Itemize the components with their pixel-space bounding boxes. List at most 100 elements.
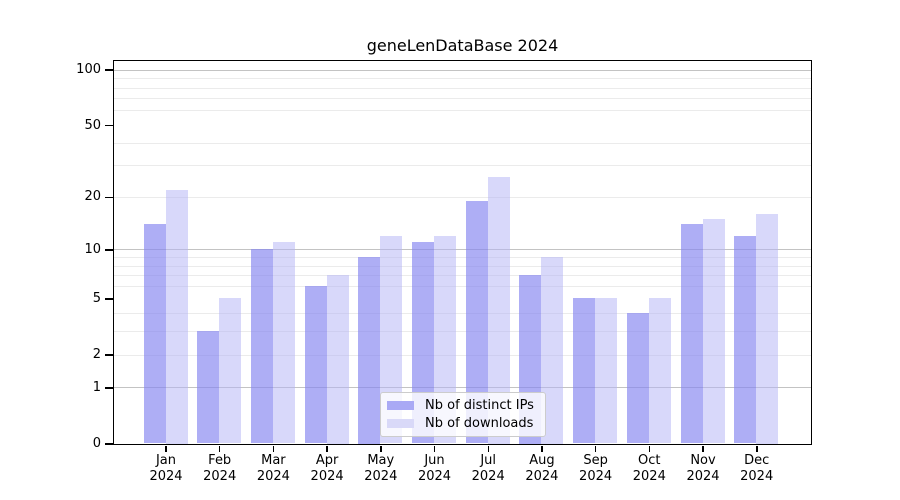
bar-ips-apr [304, 285, 327, 444]
x-tick-year: 2024 [364, 469, 398, 484]
x-tick-month: Jun [424, 453, 445, 468]
bar-downloads-jun [434, 235, 456, 444]
x-tick-month: Oct [638, 453, 661, 468]
gridline-minor [113, 196, 811, 198]
y-tick-mark [105, 443, 113, 445]
bar-ips-jul [465, 200, 488, 444]
x-tick-mark [380, 445, 382, 452]
x-tick-month: May [367, 453, 395, 468]
y-tick-label: 1 [92, 379, 101, 395]
x-tick-year: 2024 [525, 469, 559, 484]
bar-downloads-sep [595, 298, 618, 444]
x-tick-year: 2024 [310, 469, 344, 484]
x-tick-month: Jul [480, 453, 497, 468]
bar-downloads-aug [541, 257, 564, 444]
bar-downloads-jan [165, 189, 188, 444]
x-tick-year: 2024 [579, 469, 613, 484]
x-tick-label: Jun 2024 [405, 453, 465, 485]
x-tick-month: Jan [155, 453, 177, 468]
gridline-minor [113, 142, 811, 144]
chart-title: geneLenDataBase 2024 [366, 36, 559, 55]
bar-ips-feb [197, 331, 220, 444]
y-tick-label: 0 [92, 436, 101, 451]
legend-label: Nb of distinct IPs [425, 398, 534, 414]
x-tick-label: Mar 2024 [243, 453, 303, 485]
x-tick-mark [594, 445, 597, 452]
bar-downloads-jul [487, 176, 510, 444]
legend: Nb of distinct IPs Nb of downloads [380, 392, 546, 437]
gridline-minor [113, 165, 811, 167]
x-tick-label: Sep 2024 [566, 453, 626, 485]
x-tick-year: 2024 [740, 469, 774, 484]
y-tick-label: 10 [84, 241, 101, 257]
y-tick-label: 5 [92, 290, 101, 306]
x-tick-label: Jan 2024 [136, 453, 196, 485]
x-tick-label: Apr 2024 [297, 453, 357, 485]
x-tick-mark [218, 445, 221, 452]
x-tick-mark [326, 445, 328, 452]
x-tick-mark [702, 445, 704, 452]
x-tick-year: 2024 [256, 469, 290, 484]
bar-downloads-apr [326, 275, 349, 444]
x-tick-mark [272, 445, 275, 452]
x-tick-month: Mar [261, 453, 286, 468]
bar-downloads-oct [648, 298, 671, 444]
y-tick-label: 50 [84, 117, 101, 133]
bar-ips-dec [734, 235, 757, 444]
x-tick-year: 2024 [417, 469, 452, 484]
plot-area [112, 59, 812, 445]
gridline-minor [113, 110, 811, 112]
x-tick-month: Aug [529, 453, 555, 468]
y-tick-label: 20 [84, 189, 101, 205]
y-tick-mark [105, 124, 113, 127]
x-tick-year: 2024 [203, 469, 237, 484]
y-tick-mark [105, 387, 113, 389]
gridline-major [113, 387, 811, 389]
x-tick-label: Oct 2024 [619, 453, 679, 485]
x-tick-month: Dec [744, 453, 770, 468]
legend-label: Nb of downloads [425, 415, 534, 431]
legend-swatch-icon [387, 401, 414, 411]
y-tick-mark [105, 69, 113, 71]
y-tick-mark [105, 249, 113, 251]
gridline-minor [113, 354, 811, 356]
y-tick-mark [105, 196, 113, 199]
x-tick-label: Feb 2024 [190, 453, 250, 485]
bar-downloads-may [380, 235, 403, 444]
gridline-minor [113, 331, 811, 333]
bar-downloads-nov [702, 218, 725, 444]
x-tick-mark [648, 445, 650, 452]
bar-downloads-mar [272, 242, 295, 444]
y-tick-label: 100 [76, 62, 101, 78]
x-tick-label: Jul 2024 [458, 453, 518, 485]
bar-downloads-dec [756, 214, 779, 444]
x-tick-month: Apr [315, 453, 339, 468]
bar-ips-mar [250, 249, 273, 444]
bar-ips-jan [143, 224, 166, 444]
legend-item: Nb of distinct IPs [387, 398, 536, 413]
x-tick-label: Dec 2024 [727, 453, 787, 485]
x-tick-year: 2024 [686, 469, 720, 484]
gridline-major [113, 69, 811, 71]
x-tick-year: 2024 [471, 469, 505, 484]
x-tick-mark [165, 445, 167, 452]
gridline-minor [113, 78, 811, 79]
y-tick-mark [105, 298, 113, 300]
gridline-minor [113, 265, 811, 267]
bar-ips-nov [680, 224, 703, 444]
y-tick-mark [105, 354, 113, 356]
x-tick-mark [487, 445, 489, 452]
bar-ips-oct [626, 313, 649, 444]
gridline-minor [113, 98, 811, 100]
x-tick-month: Nov [690, 453, 716, 468]
bar-ips-sep [573, 298, 596, 444]
gridline-minor [113, 257, 811, 258]
legend-swatch-icon [387, 418, 414, 428]
x-tick-year: 2024 [149, 469, 183, 484]
x-tick-month: Feb [208, 453, 232, 468]
gridline-minor [113, 275, 811, 276]
gridline-minor [113, 87, 811, 89]
x-tick-year: 2024 [632, 469, 666, 484]
x-tick-mark [541, 445, 543, 452]
